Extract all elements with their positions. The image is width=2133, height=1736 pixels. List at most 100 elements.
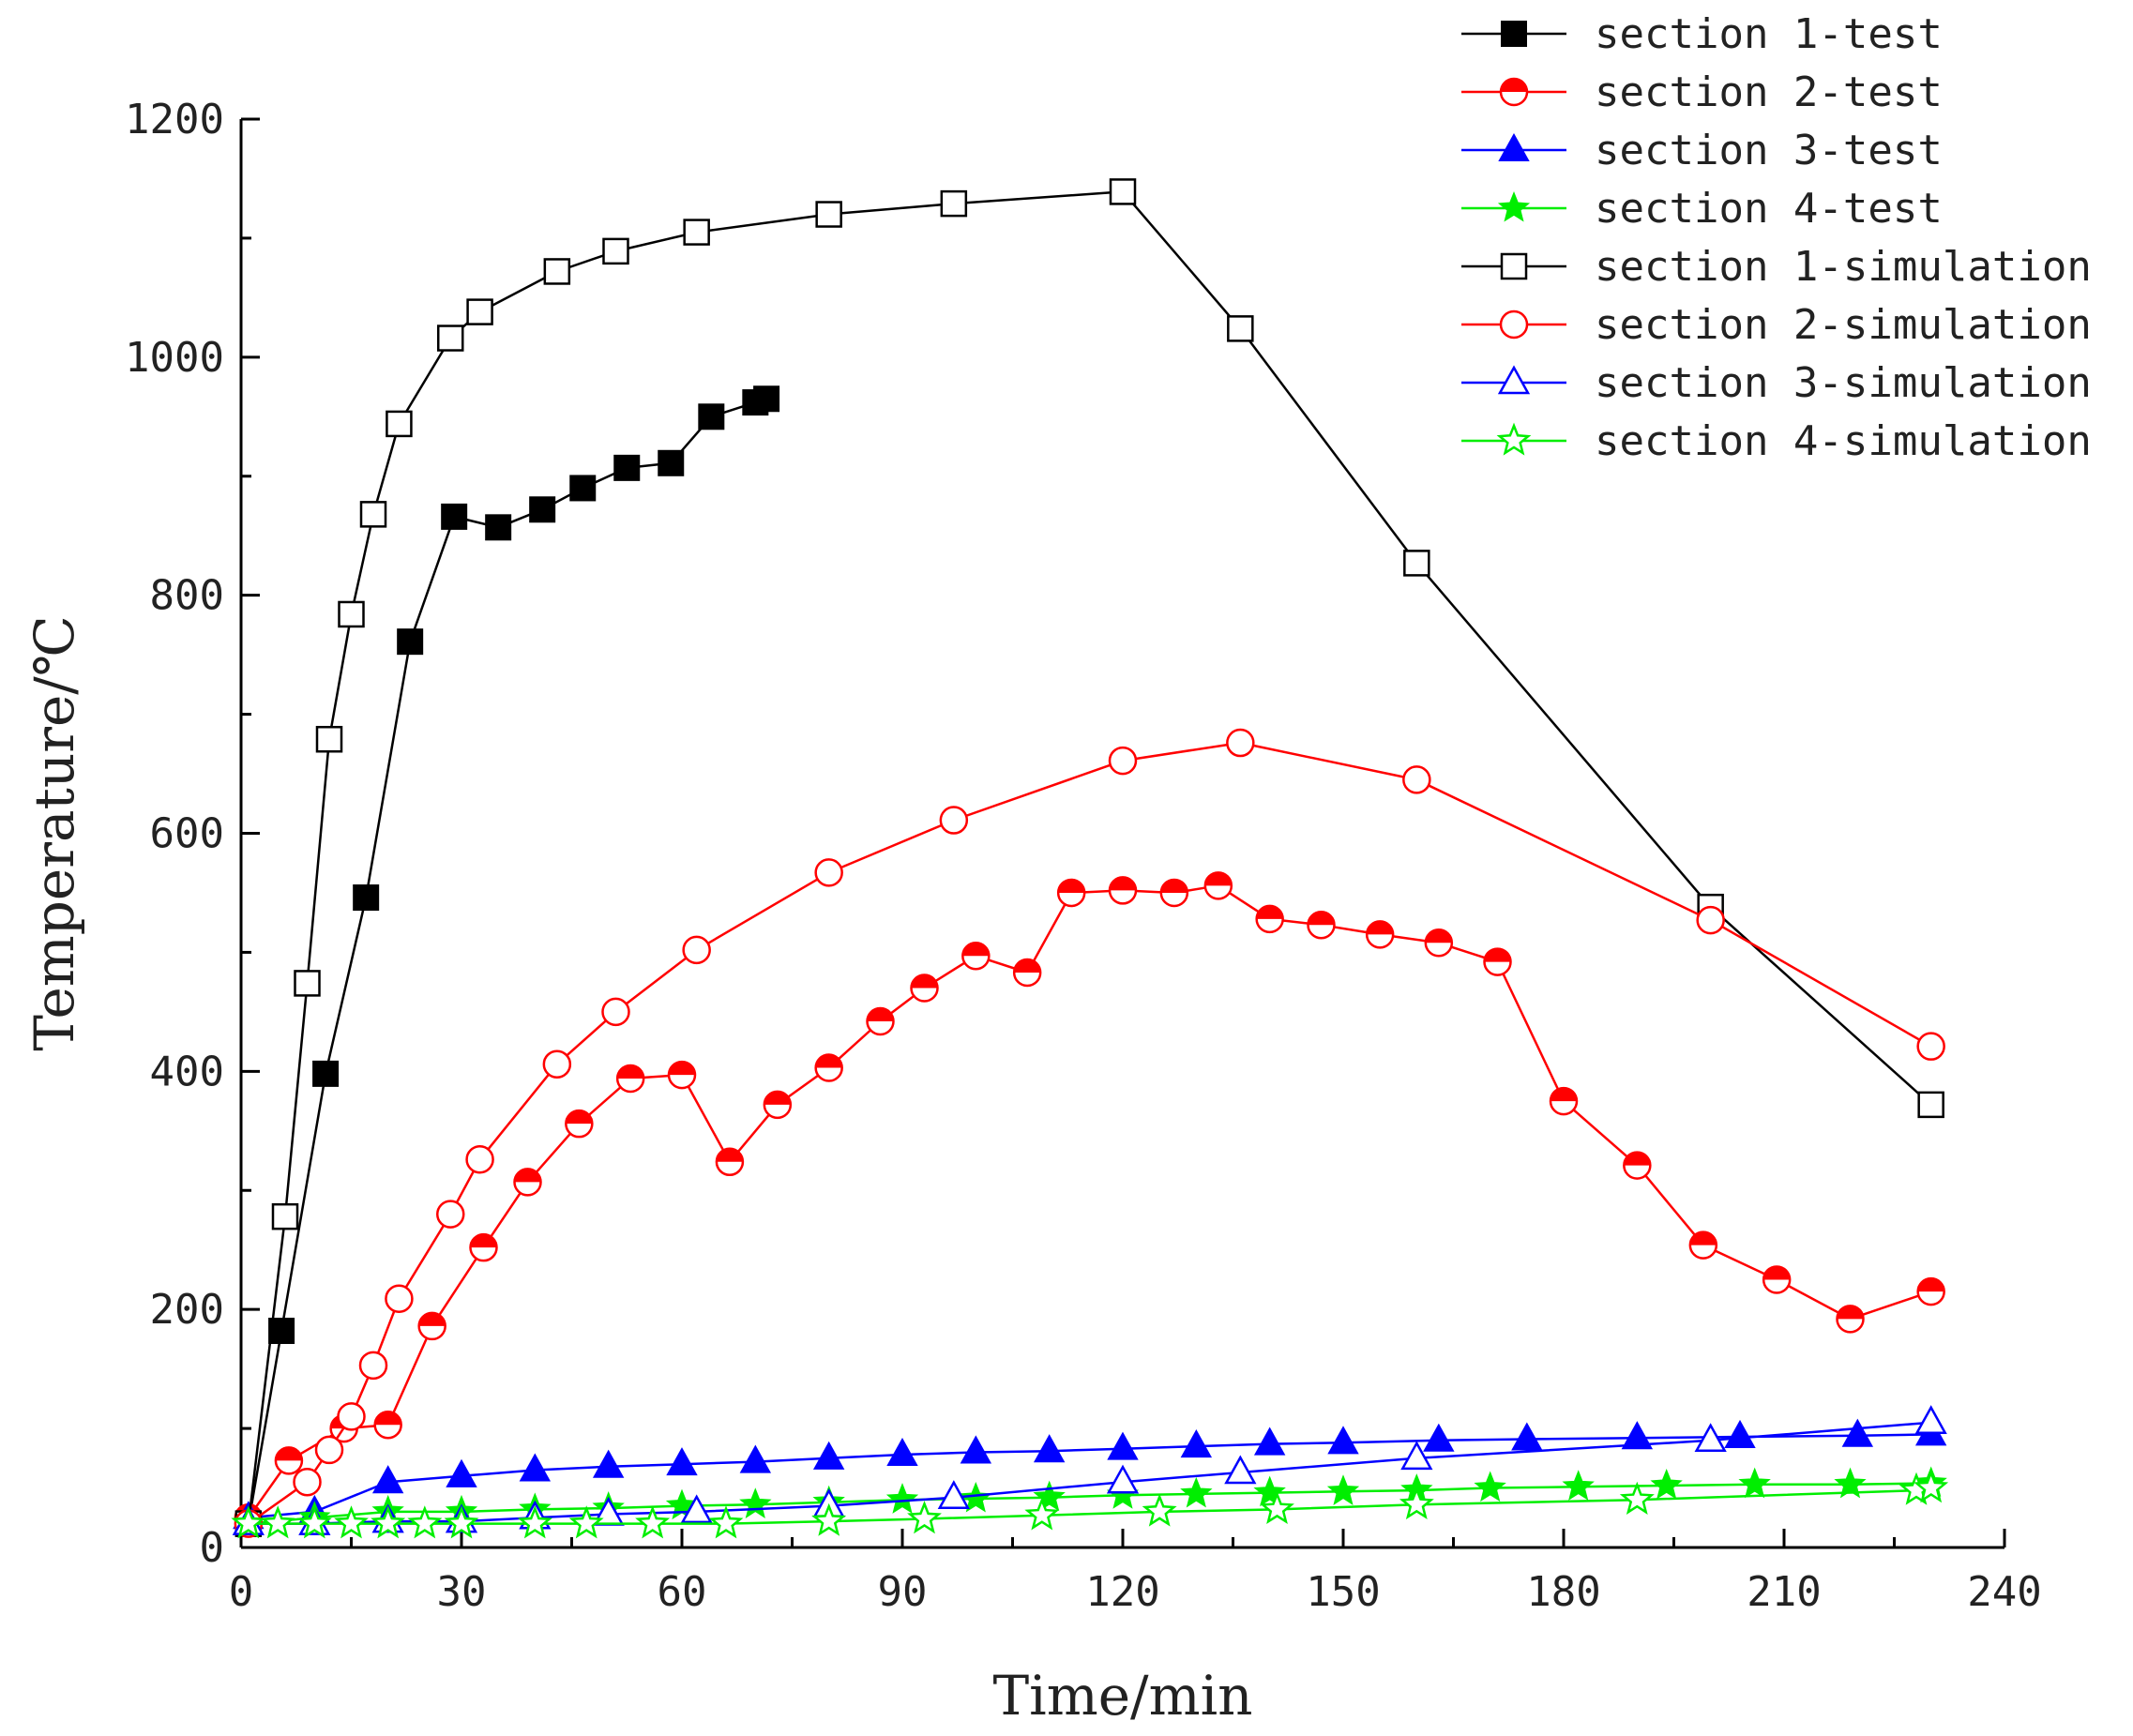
data-point (1159, 878, 1189, 908)
data-point (397, 628, 424, 656)
data-point (1914, 1405, 1947, 1434)
y-tick-label: 800 (150, 572, 224, 620)
axes: 0 30 60 90 120 150 180 210 240 0 200 400 600 800 1000 1… (125, 96, 2042, 1616)
y-tick-label: 200 (150, 1286, 224, 1334)
data-point (937, 1480, 970, 1509)
legend-swatch-marker (1501, 21, 1527, 47)
data-point (814, 1053, 843, 1082)
data-point (437, 325, 464, 352)
legend-entry: section 1-test (1461, 10, 1943, 58)
data-point (1108, 746, 1138, 776)
data-point (1483, 947, 1512, 976)
data-point (1402, 765, 1431, 794)
data-point (1400, 1441, 1433, 1471)
legend-swatch-marker (1497, 365, 1531, 395)
data-point (1688, 1230, 1718, 1260)
data-point (1474, 1471, 1506, 1502)
data-point (436, 1200, 465, 1229)
x-tick-label: 180 (1526, 1568, 1600, 1616)
data-point (1424, 928, 1454, 958)
series-5 (234, 178, 1944, 1537)
legend-swatch-marker (1500, 252, 1528, 280)
data-point (1260, 1491, 1294, 1525)
data-point (466, 298, 493, 325)
data-point (441, 503, 468, 530)
data-point (1917, 1091, 1944, 1119)
legend-entry: section 2-simulation (1461, 301, 2092, 349)
data-point (739, 1444, 772, 1473)
data-point (1423, 1423, 1455, 1452)
legend-label: section 1-test (1595, 10, 1943, 58)
data-point (231, 1505, 266, 1539)
data-point (615, 1064, 645, 1094)
data-point (940, 189, 968, 218)
series-8 (231, 1470, 1949, 1539)
legend-swatch-marker (1499, 309, 1529, 340)
y-axis-title: Temperature/℃ (23, 615, 86, 1050)
data-point (1696, 905, 1725, 935)
data-point (312, 1060, 340, 1087)
data-point (885, 1483, 919, 1514)
y-tick-label: 400 (150, 1048, 224, 1095)
data-point (1650, 1468, 1683, 1500)
data-point (314, 1435, 344, 1465)
data-point (753, 385, 780, 413)
data-point (666, 1447, 698, 1476)
data-point (542, 1049, 572, 1079)
x-axis-title: Time/min (992, 1664, 1252, 1728)
x-tick-label: 120 (1085, 1568, 1159, 1616)
data-point (565, 1109, 594, 1139)
series-6 (234, 728, 1945, 1538)
data-point (1109, 178, 1137, 205)
data-point (866, 1006, 895, 1036)
legend-label: section 3-simulation (1595, 359, 2092, 407)
data-point (1694, 1423, 1727, 1453)
data-point (359, 501, 387, 528)
data-point (529, 496, 556, 523)
legend: section 1-test section 2-test section 3-te… (1461, 10, 2092, 465)
data-point (519, 1453, 552, 1482)
series-1 (234, 385, 780, 1537)
data-point (1403, 550, 1430, 577)
data-point (1914, 1470, 1949, 1503)
legend-label: section 2-simulation (1595, 301, 2092, 349)
data-point (373, 1411, 402, 1440)
data-point (815, 201, 842, 228)
data-point (1012, 958, 1042, 988)
data-point (386, 410, 413, 438)
legend-entry: section 3-test (1461, 127, 1943, 174)
legend-entry: section 4-test (1461, 185, 1943, 233)
x-tick-label: 240 (1967, 1568, 2041, 1616)
data-point (271, 1202, 299, 1230)
data-point (715, 1147, 745, 1177)
data-point (371, 1505, 406, 1539)
legend-swatch-marker (1496, 422, 1532, 456)
data-point (543, 258, 571, 285)
y-tick-label: 1200 (125, 96, 224, 143)
x-tick-label: 90 (878, 1568, 928, 1616)
data-point (294, 970, 321, 997)
data-point (1033, 1480, 1066, 1512)
data-point (338, 600, 365, 628)
data-point (1142, 1493, 1177, 1527)
data-point (1399, 1486, 1434, 1520)
data-point (1224, 1455, 1257, 1485)
data-point (812, 1441, 845, 1470)
legend-entry: section 2-test (1461, 68, 1943, 116)
data-point (1621, 1421, 1654, 1450)
data-point (358, 1351, 388, 1381)
data-point (315, 725, 343, 753)
data-point (1623, 1151, 1652, 1180)
legend-label: section 1-simulation (1595, 243, 2092, 291)
legend-swatch-marker (1498, 132, 1530, 161)
data-point (683, 219, 710, 246)
legend-label: section 3-test (1595, 127, 1943, 174)
legend-entry: section 1-simulation (1461, 243, 2092, 291)
data-point (635, 1505, 671, 1539)
data-point (680, 1494, 713, 1524)
data-point (658, 449, 685, 476)
data-point (268, 1318, 295, 1345)
data-point (601, 997, 630, 1027)
data-point (667, 1060, 697, 1090)
